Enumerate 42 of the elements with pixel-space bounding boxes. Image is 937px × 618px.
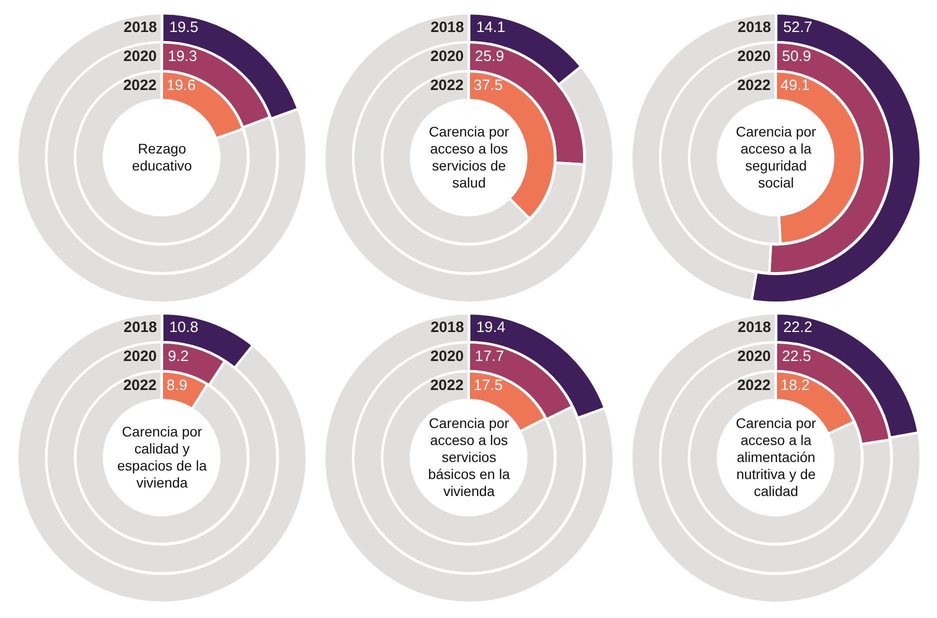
slice-label: 2018	[737, 18, 770, 36]
slice-label: 2018	[123, 318, 156, 336]
data-label: 19.4	[476, 318, 505, 336]
slice-label: 2020	[737, 48, 770, 66]
data-label: 49.1	[780, 77, 810, 94]
data-label: 37.5	[473, 77, 503, 94]
text: Carencia por acceso a la seguridad social	[735, 123, 816, 190]
slice-label: 2022	[123, 377, 156, 394]
slice-label: 2020	[430, 48, 464, 66]
slice-label: 2020	[737, 348, 770, 366]
text: Carencia por acceso a los servicios básicos en la vivienda	[428, 414, 510, 499]
slice-label: 2020	[430, 348, 464, 366]
data-label: 25.9	[474, 48, 504, 66]
data-label: 17.5	[473, 377, 503, 394]
data-label: 22.2	[782, 318, 812, 336]
data-label: 10.8	[168, 318, 198, 336]
text: Carencia por acceso a los servicios de salud	[428, 123, 509, 190]
text: Carencia por calidad y espacios de la vivienda	[116, 423, 206, 490]
text: Carencia por acceso a la alimentación nutritiva y de calidad	[735, 414, 816, 499]
slice-label: 2018	[123, 18, 156, 36]
slice-label: 2018	[430, 318, 464, 336]
data-label: 52.7	[782, 18, 812, 36]
data-label: 17.7	[474, 348, 504, 366]
slice-label: 2018	[430, 18, 464, 36]
slice-label: 2020	[123, 348, 156, 366]
data-label: 18.2	[780, 377, 810, 394]
slice-label: 2018	[737, 318, 770, 336]
slice-label: 2022	[430, 77, 464, 94]
slice-label: 2020	[123, 48, 156, 66]
data-label: 14.1	[476, 18, 505, 36]
data-label: 8.9	[166, 377, 188, 394]
slice-label: 2022	[123, 77, 156, 94]
data-label: 19.5	[168, 18, 198, 36]
data-label: 22.5	[782, 348, 811, 366]
data-label: 19.3	[168, 48, 197, 66]
data-label: 9.2	[168, 348, 188, 366]
slice-label: 2022	[430, 377, 464, 394]
slice-label: 2022	[737, 77, 770, 94]
text: Rezago educativo	[132, 140, 192, 174]
slice-label: 2022	[737, 377, 770, 394]
data-label: 50.9	[782, 48, 811, 66]
data-label: 19.6	[166, 77, 196, 94]
